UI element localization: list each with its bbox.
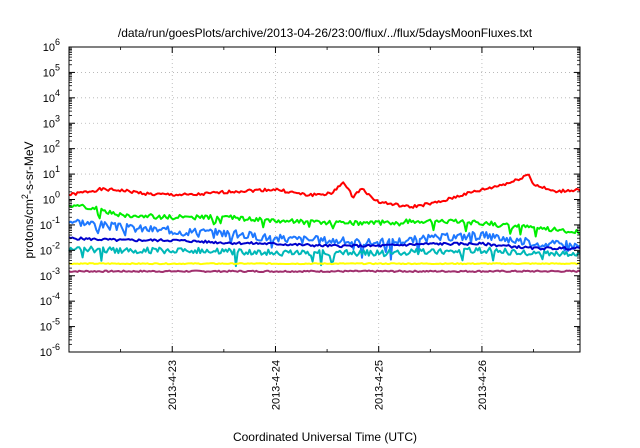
series-line-4 [68,245,581,268]
y-tick-exponent: 5 [55,62,60,72]
y-tick-base: 10 [40,296,52,308]
y-axis-label: protons/cm2-s-sr-MeV [20,141,36,258]
y-tick-label: 103 [43,113,60,130]
x-tick-label: 2013-4-24 [270,360,282,410]
y-tick-base: 10 [43,169,55,181]
y-axis-label-sup: 2 [20,194,30,199]
y-axis-label-pre: protons/cm [22,199,36,258]
series-line-2 [68,203,581,238]
series-line-5 [68,236,581,251]
x-axis-label: Coordinated Universal Time (UTC) [233,430,417,444]
y-tick-exponent: -4 [52,291,60,301]
y-tick-base: 10 [43,195,55,207]
y-tick-exponent: -6 [52,342,60,352]
x-tick-label: 2013-4-23 [167,360,179,410]
grid-lines [69,47,580,352]
y-tick-exponent: -2 [52,240,60,250]
y-tick-base: 10 [43,67,55,79]
y-tick-label: 10-2 [40,240,60,257]
series-line-7 [68,269,581,273]
x-tick-label: 2013-4-25 [374,360,386,410]
series-line-3 [68,218,581,261]
y-tick-label: 10-5 [40,317,60,334]
y-tick-exponent: -3 [52,266,60,276]
y-tick-exponent: 2 [55,139,60,149]
y-tick-label: 106 [43,37,60,54]
y-tick-label: 101 [43,164,60,181]
y-tick-base: 10 [43,118,55,130]
y-tick-label: 10-6 [40,342,60,359]
y-tick-exponent: 4 [55,88,60,98]
y-tick-exponent: -1 [52,215,60,225]
y-tick-exponent: 0 [55,190,60,200]
x-tick-label: 2013-4-26 [477,360,489,410]
y-tick-base: 10 [40,271,52,283]
y-tick-base: 10 [43,144,55,156]
y-tick-base: 10 [40,322,52,334]
y-tick-base: 10 [40,245,52,257]
y-tick-labels: 10-610-510-410-310-210-11001011021031041… [40,37,60,359]
series-group [68,173,581,273]
y-tick-label: 10-1 [40,215,60,232]
y-tick-exponent: 3 [55,113,60,123]
y-tick-base: 10 [40,347,52,359]
plot-frame [68,46,581,353]
x-tick-labels: 2013-4-23 2013-4-24 2013-4-25 2013-4-26 [167,360,489,410]
y-tick-exponent: 1 [55,164,60,174]
y-tick-exponent: 6 [55,37,60,47]
y-tick-label: 104 [43,88,60,105]
y-axis-label-post: -s-sr-MeV [22,141,36,194]
y-tick-base: 10 [43,42,55,54]
y-tick-label: 10-4 [40,291,60,308]
series-line-6 [68,262,581,266]
axis-ticks [69,46,580,353]
y-tick-label: 105 [43,62,60,79]
y-tick-base: 10 [43,93,55,105]
y-tick-exponent: -5 [52,317,60,327]
chart-title: /data/run/goesPlots/archive/2013-04-26/2… [118,26,533,40]
series-line-1 [68,173,581,209]
y-tick-label: 10-3 [40,266,60,283]
y-tick-label: 102 [43,139,60,156]
y-tick-label: 100 [43,190,60,207]
y-tick-base: 10 [40,220,52,232]
